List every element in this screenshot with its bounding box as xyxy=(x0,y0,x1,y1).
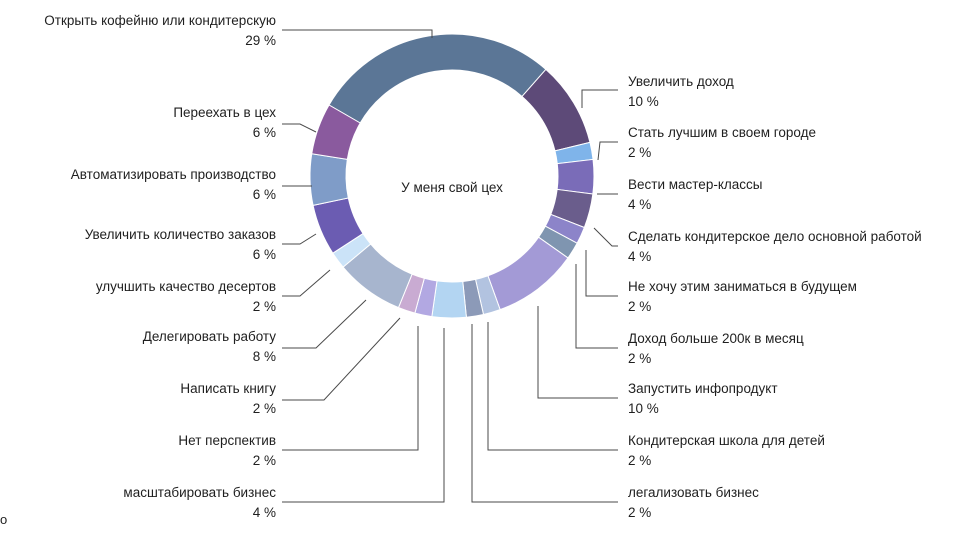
slice-label: Вести мастер-классы xyxy=(628,177,762,192)
leader-line xyxy=(581,89,618,108)
leader-line xyxy=(471,324,618,503)
leader-line xyxy=(282,317,401,401)
slice-value-label: 2 % xyxy=(253,453,276,468)
leader-line xyxy=(597,141,618,161)
leader-line xyxy=(585,250,618,297)
slice-label: Написать книгу xyxy=(180,381,276,396)
donut-slice xyxy=(309,153,349,206)
slice-value-label: 4 % xyxy=(628,197,651,212)
slice-value-label: 2 % xyxy=(628,351,651,366)
leader-line xyxy=(282,29,433,38)
donut-slice xyxy=(556,158,595,195)
donut-slice xyxy=(431,280,467,319)
slice-value-label: 4 % xyxy=(253,505,276,520)
leader-lines xyxy=(282,29,618,503)
slice-value-label: 29 % xyxy=(245,33,276,48)
donut-slices xyxy=(309,33,595,319)
leader-line xyxy=(282,123,317,133)
leader-line xyxy=(593,227,618,247)
slice-value-label: 10 % xyxy=(628,401,659,416)
slice-value-label: 4 % xyxy=(628,249,651,264)
slice-value-label: 2 % xyxy=(628,145,651,160)
slice-value-label: 2 % xyxy=(253,401,276,416)
slice-label: масштабировать бизнес xyxy=(123,485,276,500)
leader-line xyxy=(282,269,331,297)
slice-label: Автоматизировать производство xyxy=(71,167,276,182)
slice-label: Кондитерская школа для детей xyxy=(628,433,825,448)
slice-value-label: 2 % xyxy=(628,453,651,468)
slice-label: Не хочу этим заниматься в будущем xyxy=(628,279,857,294)
slice-value-label: 8 % xyxy=(253,349,276,364)
slice-label: Увеличить количество заказов xyxy=(85,227,276,242)
center-label: У меня свой цех xyxy=(401,180,503,195)
slice-value-label: 2 % xyxy=(628,299,651,314)
leader-line xyxy=(282,328,445,503)
slice-value-label: 10 % xyxy=(628,94,659,109)
leader-line xyxy=(282,326,419,451)
slice-labels: Открыть кофейню или кондитерскую 29 % Увел… xyxy=(44,13,921,520)
leader-line xyxy=(282,233,317,245)
slice-value-label: 2 % xyxy=(628,505,651,520)
leader-line xyxy=(487,322,618,451)
donut-slice xyxy=(328,33,547,124)
slice-label: Делегировать работу xyxy=(143,329,277,344)
slice-label: легализовать бизнес xyxy=(628,485,759,500)
leader-line xyxy=(575,264,618,349)
slice-label: Запустить инфопродукт xyxy=(628,381,778,396)
slice-label: улучшить качество десертов xyxy=(96,279,276,294)
leader-line xyxy=(537,306,618,399)
stray-text: о xyxy=(0,512,8,527)
leader-line xyxy=(282,299,367,349)
slice-label: Переехать в цех xyxy=(173,105,276,120)
slice-label: Доход больше 200к в месяц xyxy=(628,331,804,346)
slice-value-label: 6 % xyxy=(253,125,276,140)
donut-slice xyxy=(311,104,361,160)
slice-value-label: 6 % xyxy=(253,247,276,262)
slice-value-label: 6 % xyxy=(253,187,276,202)
slice-label: Открыть кофейню или кондитерскую xyxy=(44,13,276,28)
slice-value-label: 2 % xyxy=(253,299,276,314)
slice-label: Сделать кондитерское дело основной работ… xyxy=(628,229,922,244)
slice-label: Нет перспектив xyxy=(178,433,276,448)
slice-label: Стать лучшим в своем городе xyxy=(628,125,816,140)
slice-label: Увеличить доход xyxy=(628,74,734,89)
